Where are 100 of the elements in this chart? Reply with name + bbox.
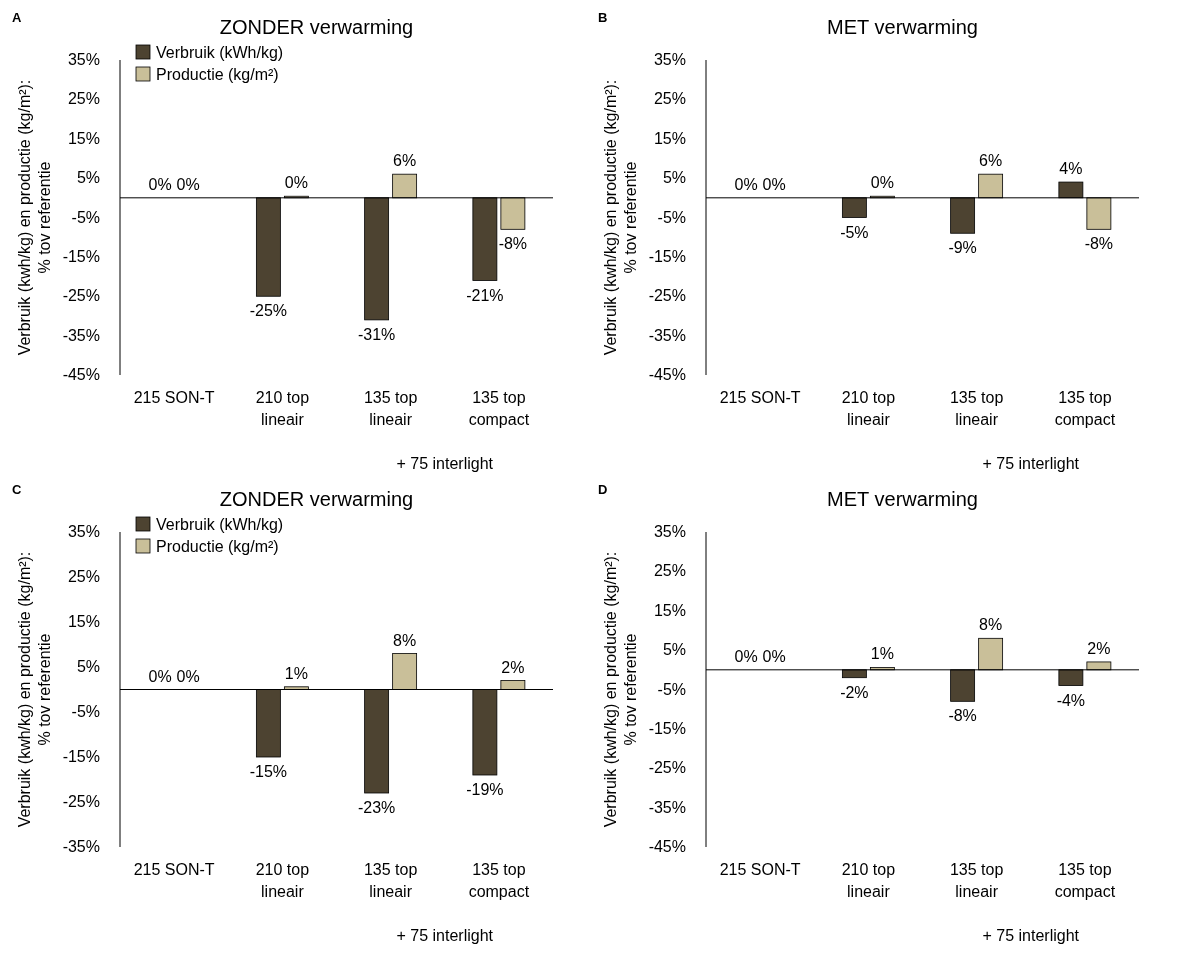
text: D [598,482,608,497]
y-axis-title: Verbruik (kwh/kg) en productie (kg/m²): % tov referentie [602,551,639,828]
x-tick-label: 135 top compact [468,861,530,900]
data-label: 8% [393,631,417,649]
x-tick-label: 210 top lineair [255,861,310,900]
data-label: 0% [734,175,758,193]
x-tick-label: 135 top compact [1054,861,1116,900]
y-tick-label: -15% [648,247,686,265]
y-tick-label: 15% [67,613,100,630]
y-tick-label: -15% [648,719,686,737]
y-tick-label: 25% [67,90,100,108]
data-label: 4% [1059,160,1083,178]
y-tick-label: -25% [62,287,100,305]
y-tick-label: -15% [62,748,100,765]
y-tick-label: -25% [62,793,100,810]
y-tick-label: -25% [648,759,686,777]
x-tick-label: 210 top lineair [841,861,896,900]
data-label: -8% [498,235,528,253]
chart-title: ZONDER verwarming [219,16,414,38]
data-label: 0% [148,175,172,193]
x-tick-label: 215 SON-T [719,389,801,406]
data-label: 0% [870,174,894,192]
text: C [12,482,22,497]
y-tick-label: -25% [648,287,686,305]
y-tick-label: 15% [67,129,100,147]
data-label: -15% [249,763,288,780]
x-tick-label: 215 SON-T [133,861,215,878]
y-tick-label: -35% [62,326,100,344]
x-tick-label: 135 top lineair [949,861,1004,900]
y-tick-label: 35% [653,523,686,540]
y-tick-label: 25% [653,90,686,108]
data-label: 0% [176,667,200,685]
chart-title: MET verwarming [827,488,978,510]
y-tick-label: -5% [657,208,686,226]
x-tick-label: 215 SON-T [719,861,801,878]
text: + 75 interlight [982,455,1080,472]
x-tick-label: 210 top lineair [255,389,310,428]
data-label: 0% [148,667,172,685]
y-tick-label: 35% [67,523,100,540]
y-tick-label: -5% [71,208,100,226]
text: + 75 interlight [396,455,494,472]
x-tick-label: 135 top compact [468,389,530,428]
y-tick-label: 5% [76,169,100,187]
y-axis-title: Verbruik (kwh/kg) en productie (kg/m²): % tov referentie [16,79,53,356]
chart-title: ZONDER verwarming [219,488,414,510]
data-label: 0% [762,647,786,665]
y-tick-label: -35% [648,326,686,344]
y-tick-label: -5% [657,680,686,698]
y-tick-label: 35% [653,51,686,68]
legend-label: Verbruik (kWh/kg) [156,44,284,61]
data-label: 1% [284,664,308,682]
data-label: 0% [762,175,786,193]
chart-title: MET verwarming [827,16,978,38]
y-tick-label: 25% [653,562,686,580]
data-label: -8% [1084,235,1114,253]
data-label: -21% [466,286,504,304]
x-tick-label: 135 top lineair [949,389,1004,428]
data-label: -2% [840,683,869,701]
x-tick-label: 135 top lineair [363,389,418,428]
y-tick-label: -45% [648,366,686,383]
text: B [598,10,608,25]
data-label: 1% [870,645,894,663]
data-label: -31% [357,325,396,343]
data-label: -4% [1056,691,1086,709]
y-tick-label: 25% [67,568,100,585]
data-label: 6% [393,152,417,170]
data-label: -23% [357,799,396,816]
legend-label: Verbruik (kWh/kg) [156,516,284,533]
y-tick-label: 15% [653,601,686,619]
y-tick-label: -5% [71,703,100,720]
y-tick-label: -15% [62,247,100,265]
y-tick-label: -35% [648,798,686,816]
y-tick-label: 5% [662,641,686,659]
text: + 75 interlight [982,927,1080,944]
y-tick-label: -45% [648,838,686,855]
x-tick-label: 210 top lineair [841,389,896,428]
data-label: 6% [979,152,1003,170]
data-label: -8% [948,707,977,725]
data-label: 2% [501,658,525,676]
y-tick-label: 5% [76,658,100,675]
data-label: -25% [249,302,288,320]
data-label: 0% [176,175,200,193]
y-tick-label: 35% [67,51,100,68]
y-tick-label: -35% [62,838,100,855]
y-tick-label: -45% [62,366,100,383]
data-label: 0% [734,647,758,665]
y-tick-label: 15% [653,129,686,147]
text: A [12,10,22,25]
y-axis-title: Verbruik (kwh/kg) en productie (kg/m²): % tov referentie [16,551,53,828]
text: + 75 interlight [396,927,494,944]
data-label: 8% [979,616,1003,634]
data-label: 0% [284,174,308,192]
data-label: -5% [840,223,869,241]
legend-label: Productie (kg/m²) [156,538,279,555]
x-tick-label: 135 top compact [1054,389,1116,428]
y-axis-title: Verbruik (kwh/kg) en productie (kg/m²): % tov referentie [602,79,639,356]
x-tick-label: 135 top lineair [363,861,418,900]
data-label: -9% [948,239,977,257]
legend-label: Productie (kg/m²) [156,66,279,83]
data-label: -19% [466,781,504,798]
